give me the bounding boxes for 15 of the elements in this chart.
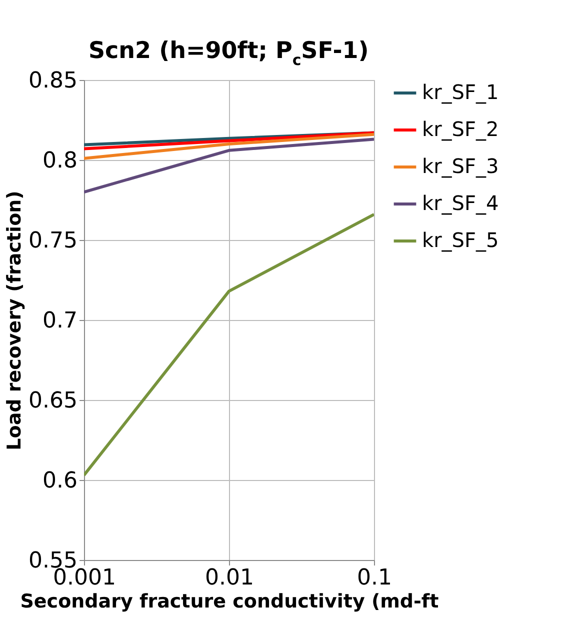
y-tick-label: 0.6 [42, 468, 78, 494]
x-tick-label: 0.01 [205, 566, 254, 590]
legend-label: kr_SF_5 [422, 228, 499, 252]
y-axis-title: Load recovery (fraction) [4, 190, 26, 450]
legend-label: kr_SF_3 [422, 154, 499, 178]
legend-label: kr_SF_4 [422, 191, 499, 215]
y-tick-label: 0.75 [28, 228, 78, 254]
y-tick-label: 0.65 [28, 388, 78, 414]
legend-label: kr_SF_2 [422, 117, 499, 141]
legend-label: kr_SF_1 [422, 80, 499, 104]
x-axis-title: Secondary fracture conductivity (md-ft [20, 590, 439, 612]
y-tick-label: 0.85 [28, 68, 78, 94]
x-tick-label: 0.1 [357, 566, 392, 590]
y-tick-label: 0.8 [42, 148, 78, 174]
y-tick-label: 0.7 [42, 308, 78, 334]
